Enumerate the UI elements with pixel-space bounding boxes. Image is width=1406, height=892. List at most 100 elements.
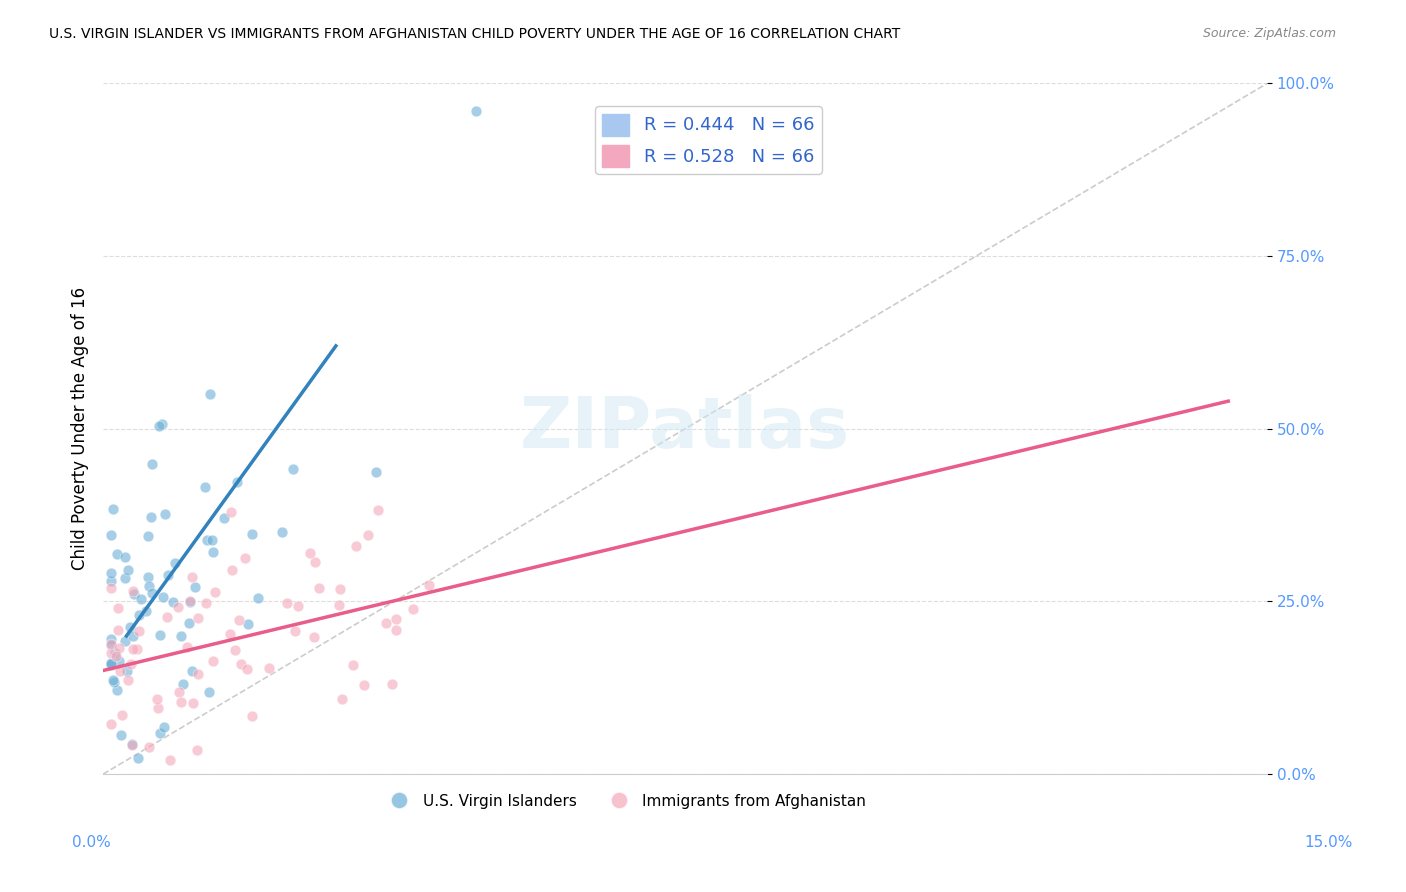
Point (198, 387, 221, 401)
Point (167, 599, 190, 614)
Point (149, 726, 172, 740)
Point (108, 654, 131, 668)
Point (152, 590, 174, 604)
Point (236, 617, 259, 632)
Point (111, 707, 134, 722)
Point (100, 528, 122, 542)
Point (159, 753, 181, 767)
Point (129, 592, 152, 607)
Point (167, 685, 190, 699)
Point (135, 604, 157, 618)
Point (271, 525, 294, 540)
Point (100, 638, 122, 652)
Point (367, 503, 389, 517)
Text: ZIPatlas: ZIPatlas (520, 394, 851, 463)
Point (146, 692, 169, 706)
Text: Source: ZipAtlas.com: Source: ZipAtlas.com (1202, 27, 1336, 40)
Point (308, 581, 330, 595)
Point (162, 595, 184, 609)
Point (127, 751, 149, 765)
Point (176, 640, 198, 654)
Point (107, 640, 129, 655)
Point (107, 601, 129, 615)
Point (464, 104, 486, 119)
Point (187, 666, 209, 681)
Point (204, 584, 226, 599)
Point (344, 539, 367, 553)
Point (194, 596, 217, 610)
Point (170, 629, 193, 643)
Point (225, 475, 247, 490)
Point (186, 743, 208, 757)
Point (118, 620, 141, 634)
Point (105, 547, 128, 561)
Point (212, 510, 235, 524)
Point (100, 717, 122, 731)
Point (224, 643, 246, 657)
Point (148, 419, 170, 434)
Point (353, 678, 375, 692)
Point (100, 632, 122, 646)
Text: U.S. VIRGIN ISLANDER VS IMMIGRANTS FROM AFGHANISTAN CHILD POVERTY UNDER THE AGE : U.S. VIRGIN ISLANDER VS IMMIGRANTS FROM … (49, 27, 900, 41)
Point (385, 612, 408, 626)
Point (136, 570, 159, 584)
Point (107, 624, 129, 638)
Point (121, 737, 143, 751)
Point (100, 574, 122, 589)
Point (141, 586, 163, 600)
Point (299, 546, 322, 560)
Point (100, 581, 122, 595)
Point (122, 641, 145, 656)
Point (128, 607, 150, 622)
Point (240, 709, 263, 723)
Point (122, 583, 145, 598)
Point (180, 664, 202, 678)
Point (114, 549, 136, 564)
Point (105, 682, 128, 697)
Point (235, 662, 257, 676)
Point (328, 599, 350, 613)
Text: 0.0%: 0.0% (72, 836, 111, 850)
Point (115, 664, 138, 678)
Legend: U.S. Virgin Islanders, Immigrants from Afghanistan: U.S. Virgin Islanders, Immigrants from A… (381, 788, 872, 814)
Point (103, 675, 125, 690)
Point (138, 740, 160, 755)
Point (120, 657, 142, 672)
Point (104, 648, 127, 663)
Point (100, 566, 122, 581)
Point (194, 480, 217, 494)
Point (402, 602, 425, 616)
Point (183, 580, 205, 594)
Point (100, 646, 122, 660)
Point (122, 587, 145, 601)
Point (364, 465, 387, 479)
Point (329, 582, 352, 596)
Point (177, 616, 200, 631)
Point (110, 728, 132, 742)
Point (233, 550, 256, 565)
Point (284, 624, 307, 638)
Point (121, 738, 143, 752)
Point (157, 567, 180, 582)
Point (100, 658, 122, 673)
Point (221, 563, 243, 577)
Point (128, 624, 150, 638)
Point (149, 628, 172, 642)
Point (219, 505, 242, 519)
Point (101, 501, 124, 516)
Point (127, 641, 149, 656)
Point (136, 529, 159, 543)
Point (100, 657, 122, 671)
Point (357, 528, 380, 542)
Point (240, 527, 263, 541)
Point (104, 646, 127, 660)
Point (287, 599, 309, 614)
Point (138, 580, 160, 594)
Point (163, 556, 186, 570)
Point (170, 695, 193, 709)
Point (276, 596, 298, 610)
Point (247, 591, 270, 605)
Point (381, 677, 404, 691)
Point (181, 570, 204, 584)
Point (139, 509, 162, 524)
